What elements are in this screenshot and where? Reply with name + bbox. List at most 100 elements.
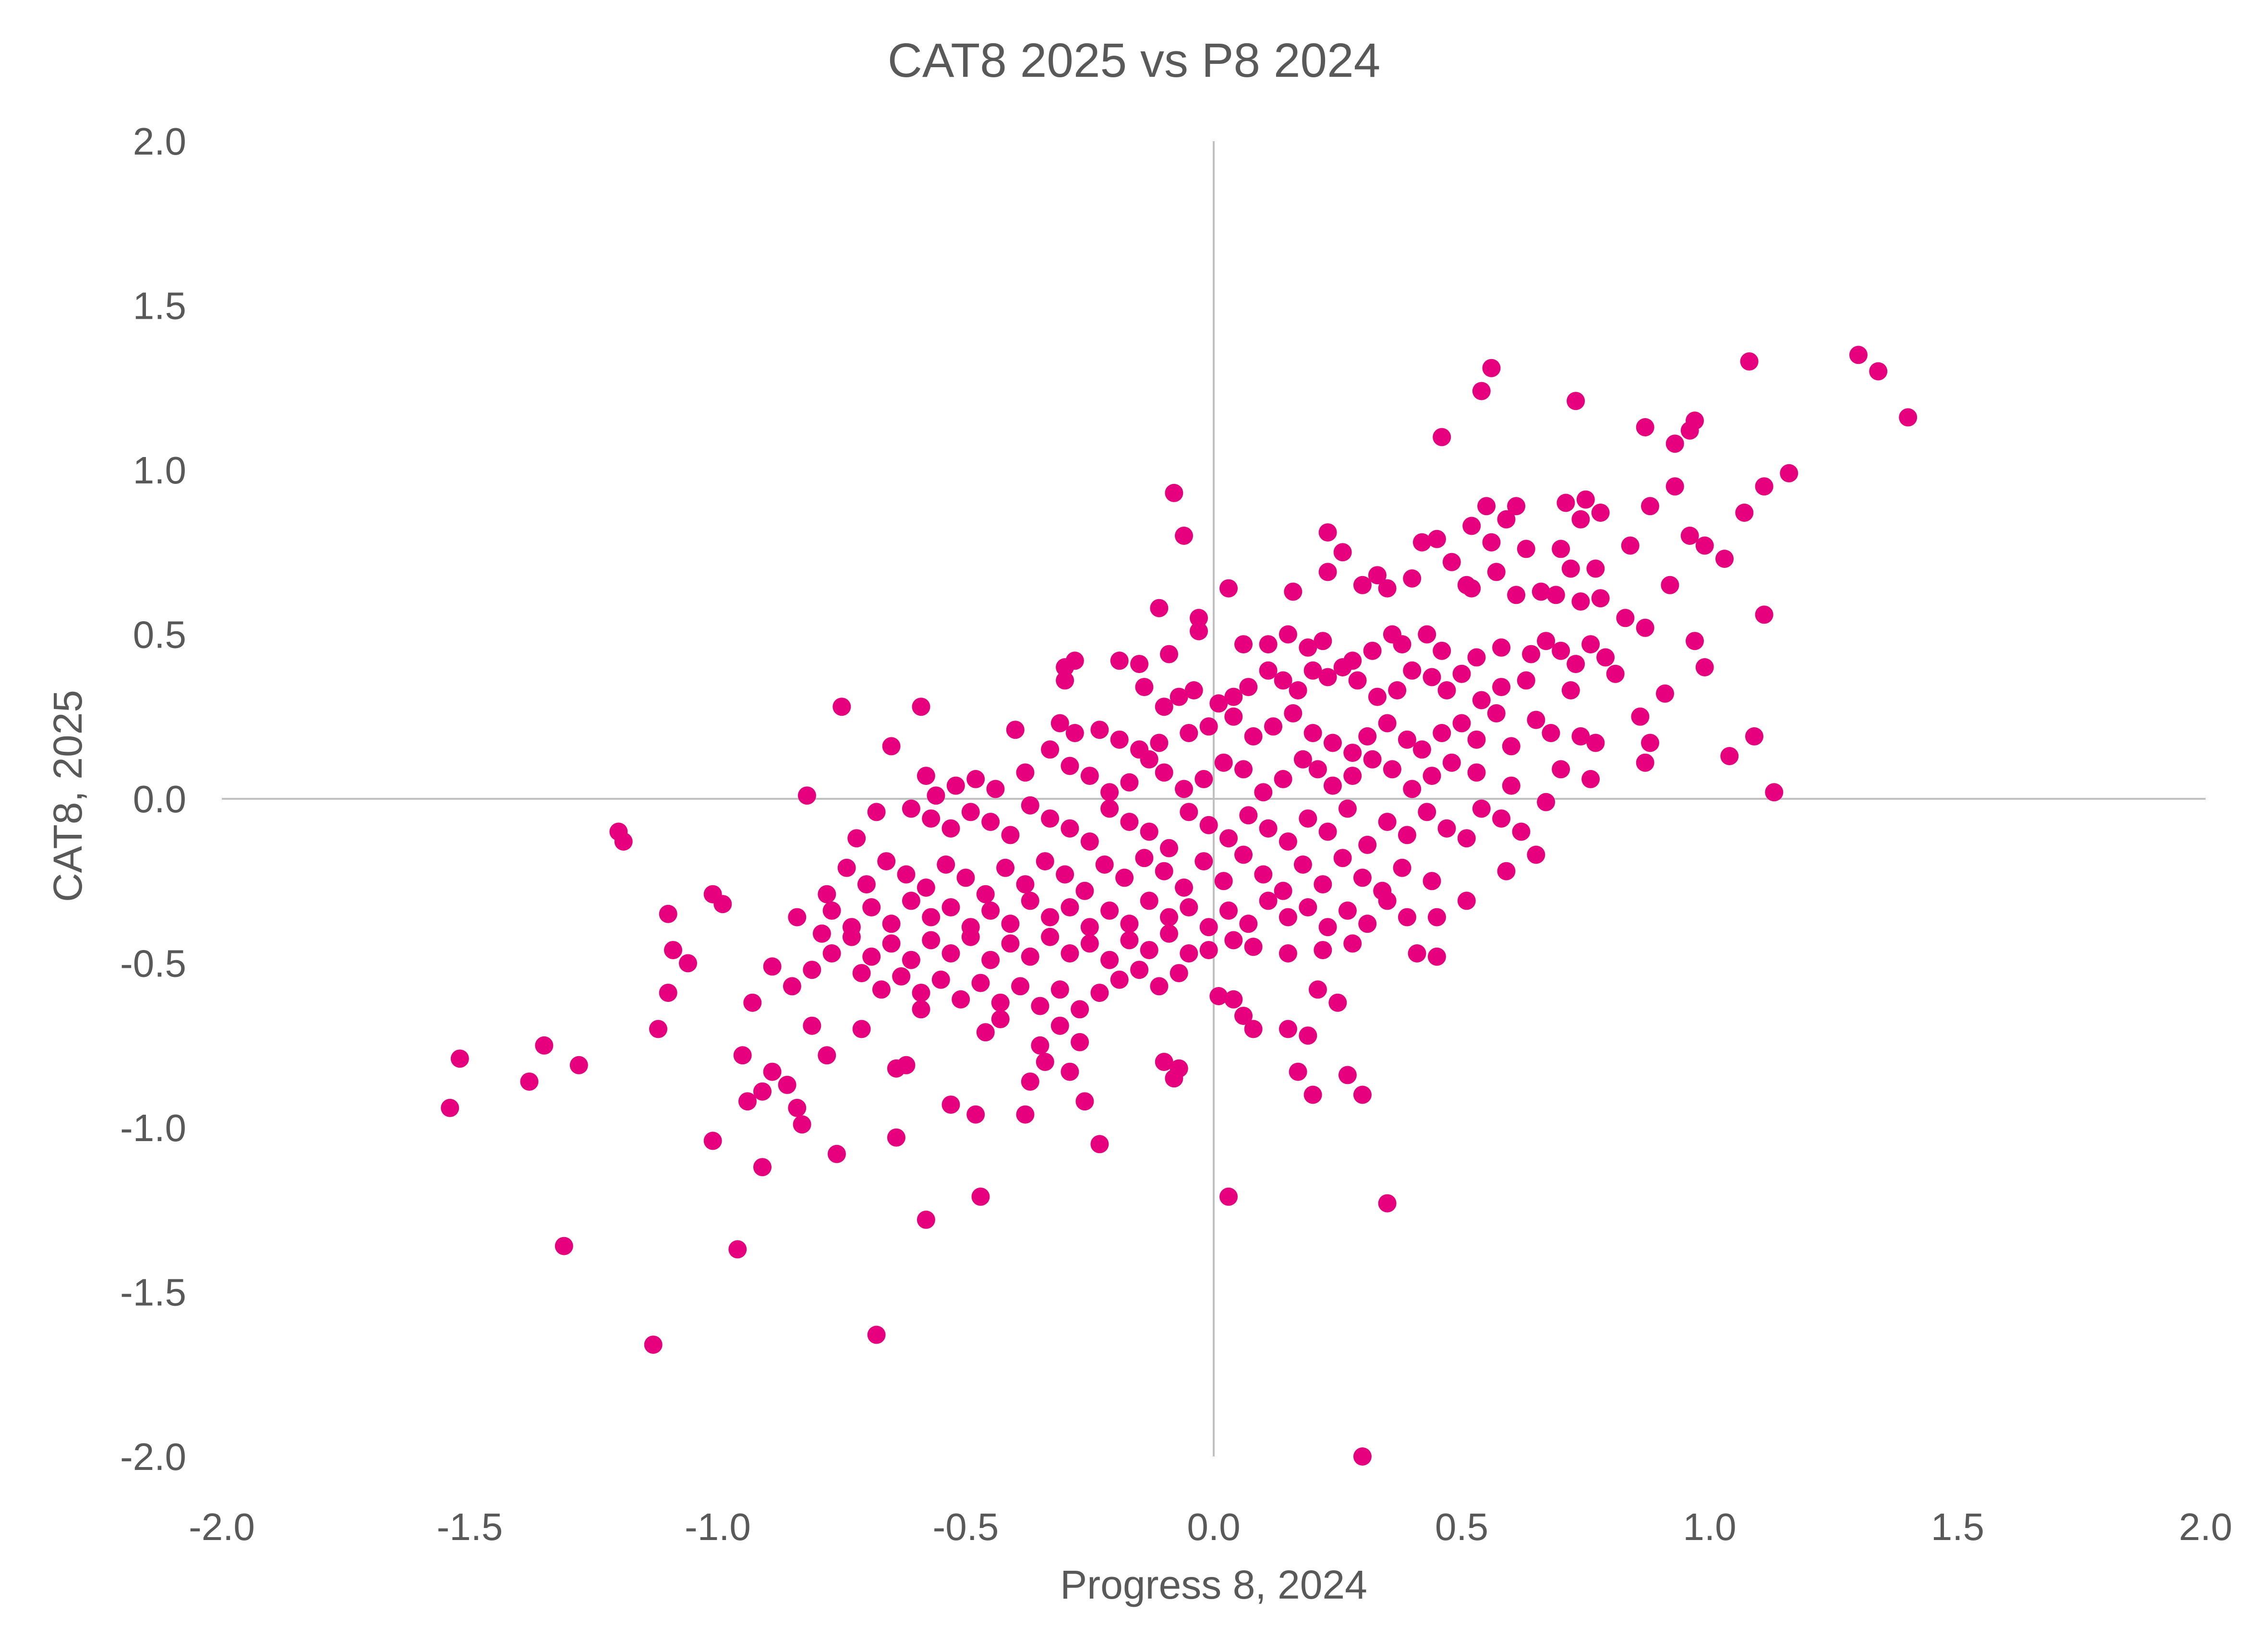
scatter-point xyxy=(1383,760,1401,779)
scatter-point xyxy=(1219,579,1238,598)
scatter-point xyxy=(1452,714,1471,733)
scatter-point xyxy=(1462,579,1481,598)
chart-title: CAT8 2025 vs P8 2024 xyxy=(888,34,1381,87)
scatter-point xyxy=(882,934,901,953)
scatter-point xyxy=(1408,944,1426,963)
scatter-point xyxy=(803,1016,821,1035)
scatter-point xyxy=(991,1010,1010,1028)
scatter-point xyxy=(822,901,841,920)
scatter-point xyxy=(1423,872,1441,891)
scatter-point xyxy=(1527,845,1545,864)
scatter-point xyxy=(1155,763,1173,782)
scatter-point xyxy=(1869,362,1888,381)
scatter-point xyxy=(1318,918,1337,937)
scatter-point xyxy=(1050,714,1069,733)
scatter-point xyxy=(1199,816,1218,834)
scatter-point xyxy=(1284,582,1303,601)
scatter-point xyxy=(1001,915,1020,933)
scatter-point xyxy=(1135,849,1154,867)
scatter-point xyxy=(1180,724,1198,742)
scatter-point xyxy=(1502,737,1520,756)
y-tick-label: 0.5 xyxy=(133,614,186,656)
scatter-point xyxy=(1244,1020,1263,1038)
scatter-point xyxy=(1209,694,1228,713)
scatter-point xyxy=(1016,1105,1035,1124)
scatter-point xyxy=(797,786,816,805)
scatter-point xyxy=(1041,908,1060,927)
scatter-point xyxy=(991,993,1010,1012)
scatter-point xyxy=(1150,734,1169,752)
scatter-point xyxy=(912,698,930,716)
scatter-point xyxy=(1318,668,1337,686)
scatter-point xyxy=(1636,618,1654,637)
scatter-point xyxy=(937,855,955,874)
scatter-point xyxy=(1482,533,1501,552)
scatter-point xyxy=(897,865,916,884)
scatter-point xyxy=(1075,1092,1094,1111)
scatter-point xyxy=(1423,668,1441,686)
scatter-point xyxy=(1661,576,1679,594)
scatter-point xyxy=(1353,1085,1372,1104)
scatter-point xyxy=(887,1128,905,1147)
scatter-point xyxy=(877,852,896,871)
scatter-point xyxy=(1140,822,1158,841)
scatter-point xyxy=(1477,497,1496,516)
scatter-point xyxy=(1050,1016,1069,1035)
scatter-point xyxy=(1071,1000,1089,1019)
scatter-point xyxy=(1537,632,1556,650)
scatter-point xyxy=(1542,724,1560,742)
scatter-point xyxy=(1403,569,1422,588)
scatter-point xyxy=(788,908,807,927)
scatter-point xyxy=(1412,740,1431,759)
scatter-point xyxy=(1437,819,1456,838)
scatter-point xyxy=(922,931,941,950)
scatter-point xyxy=(763,1062,782,1081)
scatter-point xyxy=(852,964,871,983)
scatter-point xyxy=(703,885,722,903)
scatter-point xyxy=(1279,625,1297,644)
scatter-point xyxy=(1467,648,1486,667)
scatter-point xyxy=(1120,813,1139,831)
scatter-point xyxy=(1616,609,1635,627)
x-tick-label: -2.0 xyxy=(189,1505,255,1548)
scatter-point xyxy=(1358,727,1377,746)
scatter-point xyxy=(1680,527,1699,545)
scatter-point xyxy=(1239,915,1258,933)
scatter-point xyxy=(1591,589,1610,608)
scatter-point xyxy=(902,951,920,969)
scatter-point xyxy=(1036,852,1054,871)
scatter-point xyxy=(1274,770,1292,788)
scatter-point xyxy=(1199,918,1218,937)
scatter-point xyxy=(1398,826,1416,844)
scatter-point xyxy=(1745,727,1763,746)
scatter-point xyxy=(956,868,975,887)
scatter-point xyxy=(1472,799,1491,818)
scatter-point xyxy=(1071,1033,1089,1051)
scatter-point xyxy=(728,1240,747,1259)
scatter-point xyxy=(1308,980,1327,999)
scatter-point xyxy=(1457,891,1476,910)
scatter-point xyxy=(1368,566,1387,585)
scatter-point xyxy=(1735,504,1754,522)
scatter-point xyxy=(1061,944,1079,963)
scatter-point xyxy=(1100,951,1119,969)
scatter-point xyxy=(1323,776,1342,795)
x-tick-label: 1.5 xyxy=(1931,1505,1984,1548)
scatter-point xyxy=(872,980,891,999)
scatter-point xyxy=(1338,1066,1357,1084)
scatter-point xyxy=(778,1075,796,1094)
scatter-point xyxy=(1016,763,1035,782)
scatter-point xyxy=(922,908,941,927)
scatter-point xyxy=(1314,632,1332,650)
scatter-point xyxy=(1234,635,1253,654)
x-tick-label: -0.5 xyxy=(933,1505,999,1548)
scatter-point xyxy=(1378,891,1397,910)
scatter-point xyxy=(1363,641,1382,660)
scatter-point xyxy=(783,977,801,996)
scatter-point xyxy=(862,898,881,916)
scatter-point xyxy=(1527,710,1545,729)
scatter-point xyxy=(1571,592,1590,611)
scatter-point xyxy=(1517,671,1535,690)
scatter-point xyxy=(1080,934,1099,953)
